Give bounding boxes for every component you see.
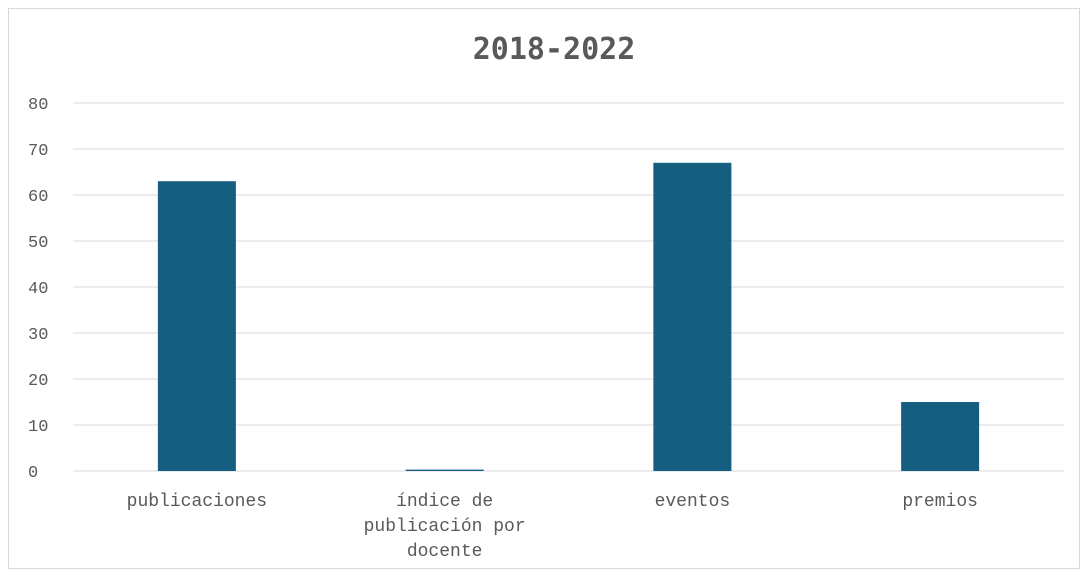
x-axis-labels: publicaciones índice de publicación por doc… (127, 492, 978, 562)
y-tick-label: 0 (28, 464, 38, 483)
y-tick-label: 20 (28, 372, 48, 391)
x-category-label: eventos (655, 492, 731, 512)
x-category-label: índice de (396, 492, 493, 512)
x-category-label: docente (407, 542, 483, 562)
bar (405, 469, 484, 471)
x-category-label: premios (902, 492, 978, 512)
gridlines (73, 102, 1064, 472)
y-tick-label: 40 (28, 280, 48, 299)
y-tick-label: 50 (28, 234, 48, 253)
bar (653, 162, 732, 472)
y-tick-label: 30 (28, 326, 48, 345)
x-category-label: publicación por (364, 517, 526, 537)
y-tick-label: 80 (28, 96, 48, 115)
y-axis-ticks: 0 10 20 30 40 50 60 70 80 (28, 96, 48, 483)
bar (901, 402, 980, 471)
bar (157, 181, 236, 471)
y-tick-label: 10 (28, 418, 48, 437)
y-tick-label: 60 (28, 188, 48, 207)
chart-title: 2018-2022 (473, 32, 636, 67)
x-category-label: publicaciones (127, 492, 267, 512)
bars (157, 162, 980, 472)
y-tick-label: 70 (28, 142, 48, 161)
